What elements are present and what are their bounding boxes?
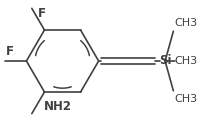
Text: CH3: CH3 bbox=[175, 18, 198, 28]
Text: CH3: CH3 bbox=[175, 94, 198, 104]
Text: CH3: CH3 bbox=[175, 56, 198, 66]
Text: NH2: NH2 bbox=[44, 100, 72, 113]
Text: Si: Si bbox=[159, 55, 171, 67]
Text: F: F bbox=[6, 45, 14, 58]
Text: F: F bbox=[38, 7, 46, 20]
